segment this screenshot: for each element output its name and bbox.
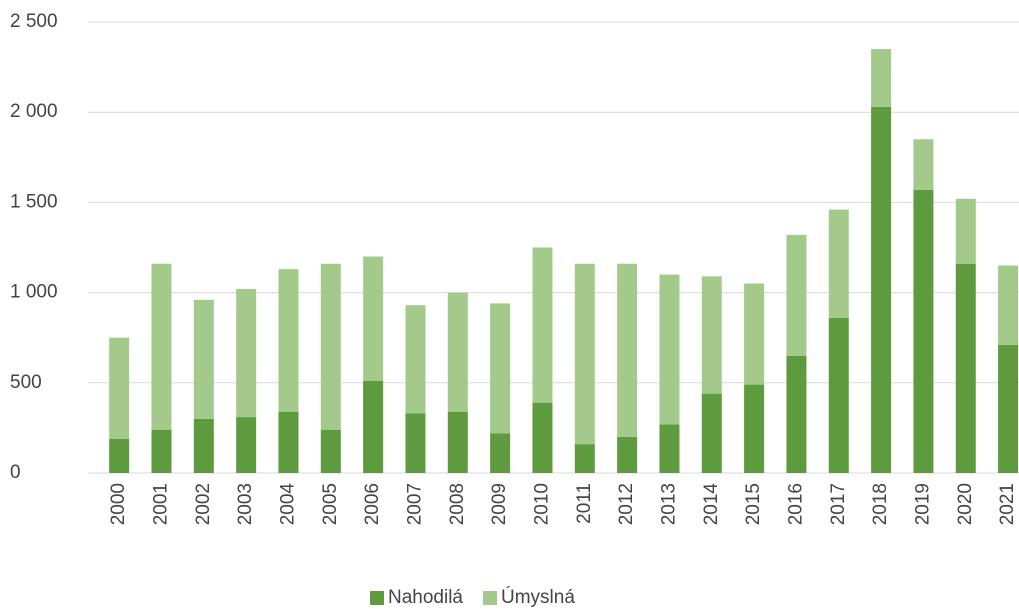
bar-segment xyxy=(363,256,384,381)
x-tick-label: 2009 xyxy=(489,483,510,525)
y-tick-label: 1 500 xyxy=(10,191,58,212)
bar-segment xyxy=(786,234,807,356)
bar-segment xyxy=(744,384,765,473)
bar-segment xyxy=(701,276,722,394)
bar-segment xyxy=(659,274,680,425)
x-tick-label: 2001 xyxy=(151,483,172,525)
bar-segment xyxy=(405,413,426,473)
x-tick-label: 2015 xyxy=(743,483,764,525)
bar-segment xyxy=(278,411,299,473)
y-tick-label: 0 xyxy=(10,462,21,483)
bar-segment xyxy=(447,411,468,473)
bar-segment xyxy=(574,263,595,445)
bar-segment xyxy=(193,418,214,473)
x-tick-label: 2014 xyxy=(701,483,722,526)
x-tick-label: 2002 xyxy=(193,483,214,525)
bar-segment xyxy=(532,402,553,473)
bar-segment xyxy=(786,355,807,473)
legend-swatch xyxy=(483,591,497,605)
x-tick-label: 2016 xyxy=(785,483,806,525)
bar-segment xyxy=(109,438,130,473)
bar-segment xyxy=(998,265,1019,345)
bar-segment xyxy=(913,139,934,190)
y-tick-label: 2 500 xyxy=(10,11,58,32)
legend-swatch xyxy=(370,591,384,605)
x-tick-label: 2000 xyxy=(108,483,129,525)
x-tick-label: 2008 xyxy=(447,483,468,525)
x-tick-label: 2013 xyxy=(658,483,679,525)
bar-segment xyxy=(828,317,849,473)
bar-segment xyxy=(532,247,553,403)
bar-segment xyxy=(490,303,511,434)
bar-segment xyxy=(320,263,341,430)
bar-segment xyxy=(659,424,680,473)
x-tick-label: 2011 xyxy=(574,483,595,524)
bar-segment xyxy=(447,292,468,412)
bar-segment xyxy=(320,429,341,473)
legend-label: Úmyslná xyxy=(501,586,575,608)
bar-segment xyxy=(363,380,384,473)
x-tick-label: 2010 xyxy=(531,483,552,525)
bar-segment xyxy=(955,263,976,473)
bar-segment xyxy=(744,283,765,385)
bar-segment xyxy=(193,299,214,419)
x-tick-label: 2006 xyxy=(362,483,383,525)
bar-segment xyxy=(574,444,595,473)
bar-segment xyxy=(871,106,892,474)
legend-label: Nahodilá xyxy=(388,587,463,608)
x-tick-label: 2004 xyxy=(278,483,299,526)
bar-segment xyxy=(828,209,849,318)
bar-segment xyxy=(871,49,892,107)
x-tick-label: 2003 xyxy=(235,483,256,525)
x-tick-label: 2005 xyxy=(320,483,341,525)
x-tick-label: 2021 xyxy=(997,483,1018,525)
bar-segment xyxy=(109,337,130,439)
bar-segment xyxy=(490,433,511,473)
x-tick-label: 2012 xyxy=(616,483,637,525)
y-tick-label: 500 xyxy=(10,372,42,393)
bar-segment xyxy=(617,263,638,437)
bar-segment xyxy=(701,393,722,473)
bar-segment xyxy=(998,344,1019,473)
bar-segment xyxy=(405,305,426,414)
bar-segment xyxy=(151,263,172,430)
bar-segment xyxy=(955,198,976,264)
bar-segment xyxy=(617,436,638,473)
y-tick-label: 2 000 xyxy=(10,101,58,122)
bar-segment xyxy=(236,288,257,418)
x-tick-label: 2019 xyxy=(912,483,933,525)
bar-segment xyxy=(151,429,172,473)
x-tick-label: 2007 xyxy=(404,483,425,525)
x-tick-label: 2018 xyxy=(870,483,891,525)
bar-segment xyxy=(236,417,257,473)
x-tick-label: 2017 xyxy=(828,483,849,525)
bar-segment xyxy=(278,269,299,412)
bar-segment xyxy=(913,189,934,473)
x-tick-label: 2020 xyxy=(955,483,976,525)
y-tick-label: 1 000 xyxy=(10,282,58,303)
